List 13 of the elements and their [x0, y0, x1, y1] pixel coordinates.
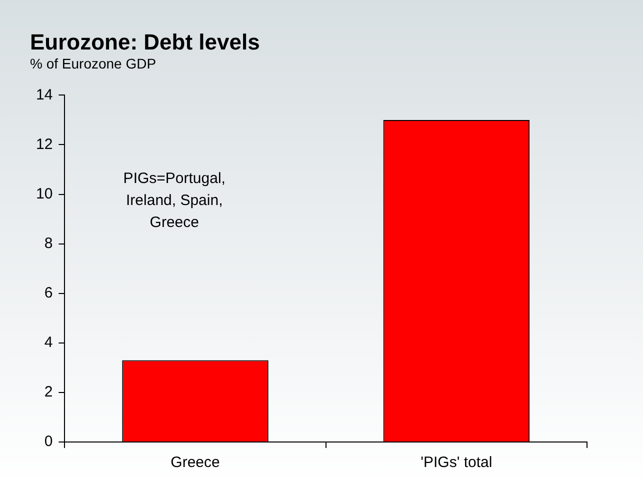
annotation: PIGs=Portugal, Ireland, Spain, Greece — [123, 170, 226, 232]
chart-title: Eurozone: Debt levels — [30, 29, 260, 54]
y-tick-label: 10 — [36, 185, 53, 202]
y-tick-label: 6 — [44, 284, 53, 302]
chart-subtitle: % of Eurozone GDP — [30, 56, 156, 72]
x-tick-label: 'PIGs' total — [420, 454, 492, 472]
y-tick-label: 2 — [44, 384, 53, 401]
y-tick-label: 0 — [44, 433, 53, 450]
x-tick-label: Greece — [170, 454, 220, 472]
y-tick-label: 14 — [36, 86, 53, 104]
y-tick-label: 4 — [44, 334, 53, 352]
y-tick-label: 12 — [36, 136, 53, 153]
y-tick-label: 8 — [44, 234, 53, 252]
